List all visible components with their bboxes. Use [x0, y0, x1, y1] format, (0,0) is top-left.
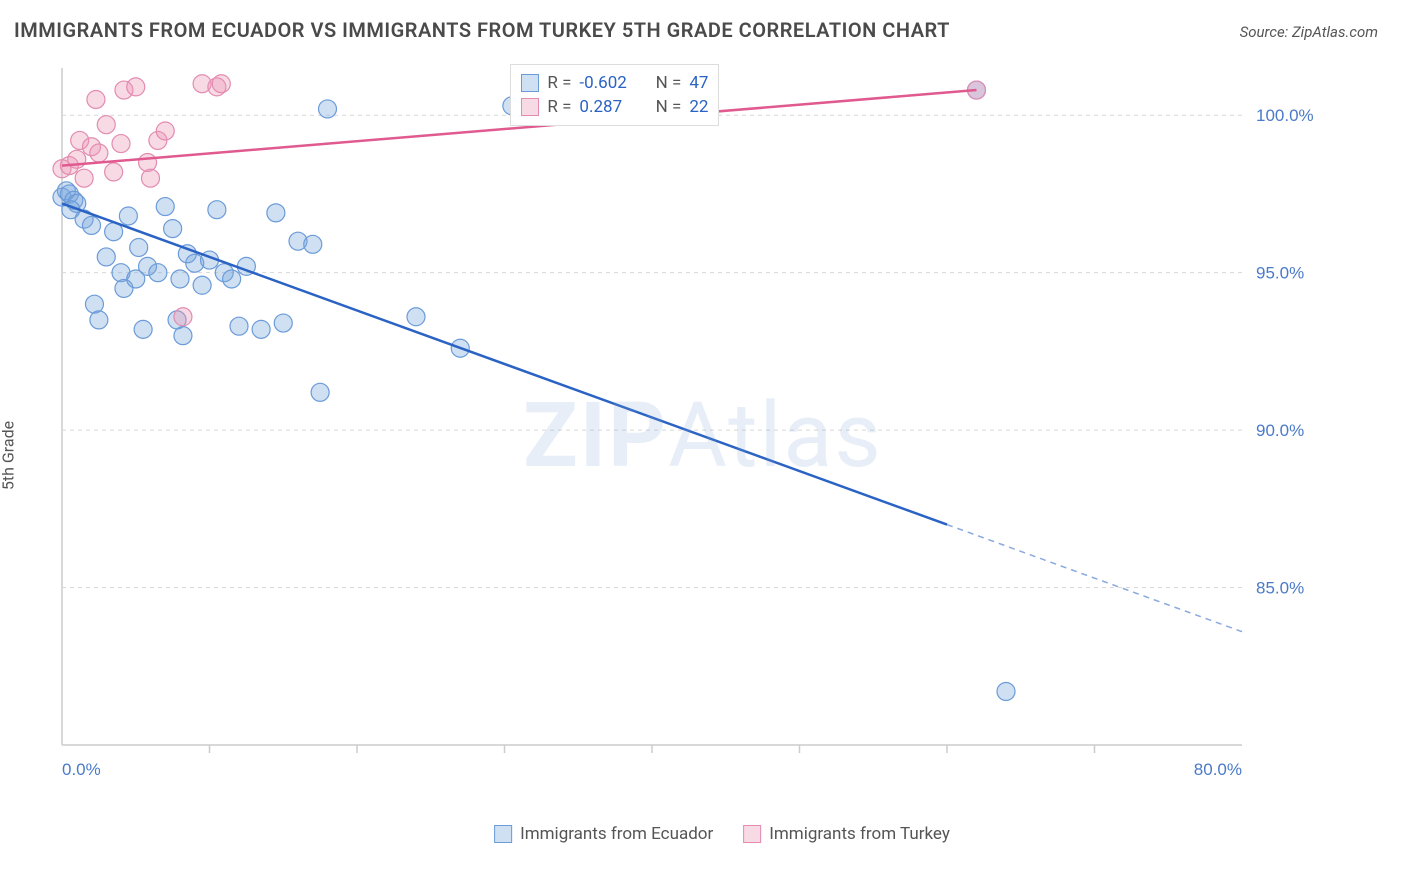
legend-row: R = -0.602 N = 47 — [521, 71, 708, 95]
legend-swatch — [494, 825, 512, 843]
series-legend: Immigrants from Ecuador Immigrants from T… — [494, 824, 950, 844]
legend-r-value: 0.287 — [579, 97, 643, 117]
source-prefix: Source: — [1240, 23, 1292, 41]
source-attribution: Source: ZipAtlas.com — [1240, 23, 1378, 41]
legend-r-label: R = — [547, 97, 571, 117]
series-legend-item: Immigrants from Turkey — [743, 824, 950, 844]
series-legend-label: Immigrants from Turkey — [769, 824, 950, 844]
legend-n-label: N = — [651, 73, 681, 93]
legend-n-label: N = — [651, 97, 681, 117]
svg-text:0.0%: 0.0% — [62, 760, 101, 779]
legend-r-value: -0.602 — [579, 73, 643, 93]
series-legend-label: Immigrants from Ecuador — [520, 824, 713, 844]
svg-text:90.0%: 90.0% — [1256, 421, 1304, 440]
svg-text:95.0%: 95.0% — [1256, 264, 1304, 283]
svg-text:85.0%: 85.0% — [1256, 579, 1304, 598]
correlation-legend: R = -0.602 N = 47R = 0.287 N = 22 — [510, 64, 719, 126]
chart-area: 85.0% 90.0% 95.0% 100.0% 0.0% 80.0% R = -0.60… — [52, 60, 1392, 850]
legend-n-value: 47 — [689, 73, 708, 93]
chart-header: IMMIGRANTS FROM ECUADOR VS IMMIGRANTS FR… — [0, 0, 1406, 52]
chart-title: IMMIGRANTS FROM ECUADOR VS IMMIGRANTS FR… — [14, 18, 950, 42]
legend-swatch — [743, 825, 761, 843]
source-name: ZipAtlas.com — [1292, 23, 1378, 41]
legend-n-value: 22 — [689, 97, 708, 117]
legend-row: R = 0.287 N = 22 — [521, 95, 708, 119]
svg-text:100.0%: 100.0% — [1256, 106, 1314, 125]
series-legend-item: Immigrants from Ecuador — [494, 824, 713, 844]
legend-swatch — [521, 98, 539, 116]
y-axis-label: 5th Grade — [0, 421, 18, 490]
legend-swatch — [521, 74, 539, 92]
scatter-chart-svg: 85.0% 90.0% 95.0% 100.0% 0.0% 80.0% — [52, 60, 1322, 800]
legend-r-label: R = — [547, 73, 571, 93]
svg-text:80.0%: 80.0% — [1194, 760, 1242, 779]
